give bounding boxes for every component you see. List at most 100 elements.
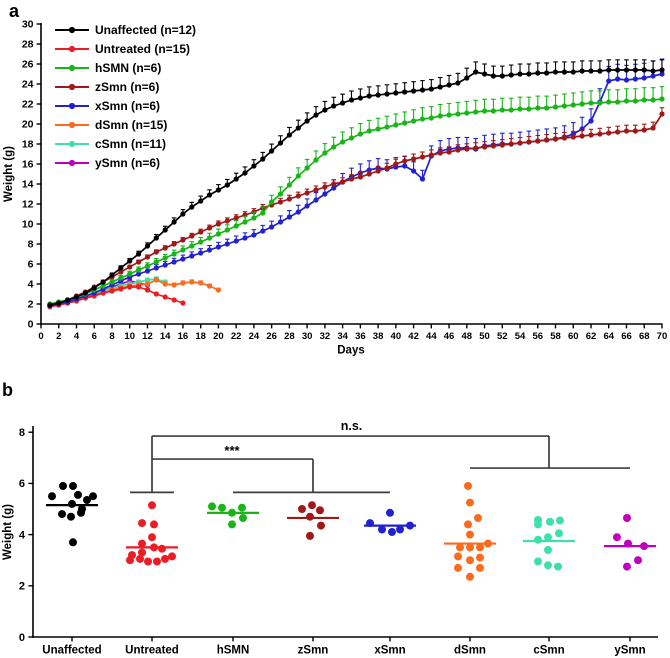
dot-untreated [150,520,158,529]
series-hsmn-marker [375,126,381,132]
series-untreated [47,284,186,309]
dot-csmn [556,516,564,525]
series-zsmn-marker [641,127,647,133]
series-zsmn-marker [295,193,301,199]
series-zsmn-marker [482,144,488,150]
dot-unaffected [67,512,75,521]
dot-hsmn [208,502,216,511]
series-hsmn-marker [473,109,479,115]
series-hsmn-marker [215,231,221,237]
series-zsmn-marker [597,131,603,137]
series-zsmn-marker [632,128,639,134]
series-xsmn-marker [313,197,319,203]
series-hsmn-marker [171,251,177,257]
panel-a-x-tick-label: 60 [568,331,579,342]
series-unaffected-marker [198,198,204,204]
series-zsmn-marker [402,158,408,164]
series-dsmn-marker [189,279,195,285]
series-unaffected-marker [650,68,656,74]
panel-a-y-tick-label: 26 [22,59,34,71]
panel-a-x-axis-title: Days [337,345,365,357]
series-xsmn-marker [144,268,151,274]
series-hsmn-marker [632,98,639,104]
series-zsmn-marker [437,150,443,156]
dot-xsmn [366,519,374,528]
series-hsmn-marker [508,107,514,113]
series-xsmn-marker [136,271,142,277]
series-zsmn-marker [286,196,292,202]
dot-dsmn [454,552,462,561]
series-unaffected-marker [552,69,559,75]
series-hsmn-marker [419,116,426,122]
panel-a-y-tick-label: 16 [22,159,34,171]
panel-a-x-tick-label: 24 [249,331,260,342]
dot-zsmn [317,521,325,530]
series-unaffected-marker [313,112,319,118]
series-xsmn-marker [198,250,204,256]
series-untreated-marker [118,286,124,292]
series-unaffected-marker [233,176,239,182]
panel-a-x-tick-label: 36 [355,331,366,342]
series-unaffected-marker [295,125,301,131]
panel-b-weight-scatter-chart: 0 2 4 6 8 Unaffected Untreated hSMN zSmn xSmn dSmn… [2,419,658,657]
legend-label-csmn: cSmn (n=11) [95,137,166,151]
series-zsmn-marker [490,143,496,149]
panel-a-x-tick-label: 16 [178,331,189,342]
series-unaffected-marker [144,243,151,249]
dot-zsmn [308,501,316,510]
series-xsmn-marker [331,185,337,191]
series-hsmn-marker [517,106,523,112]
series-hsmn-marker [233,223,239,229]
series-zsmn-marker [348,176,355,182]
dot-xsmn [386,508,394,517]
series-xsmn-marker [180,256,186,262]
series-xsmn-marker [650,73,656,79]
series-unaffected-marker [82,290,88,296]
group-xsmn [364,508,416,536]
series-unaffected-marker [561,69,568,75]
series-unaffected-marker [304,118,310,124]
series-unaffected-marker [73,294,80,300]
series-untreated-marker [171,297,177,303]
series-hsmn-marker [437,113,443,119]
series-unaffected-marker [419,87,426,93]
series-hsmn-marker [393,122,399,128]
dot-csmn [534,520,542,529]
panel-a-y-tick-label: 18 [22,139,34,151]
dot-untreated [148,501,156,510]
dot-dsmn [466,572,474,581]
series-unaffected-marker [535,70,541,76]
series-hsmn-marker [277,191,284,197]
panel-a-x-tick-label: 2 [56,331,61,342]
panel-a-x-tick-label: 26 [266,331,277,342]
dot-hsmn [218,503,226,512]
panel-b-x-tick-label-csmn: cSmn [533,645,564,657]
series-hsmn-marker [606,99,612,105]
panel-a-letter: a [9,1,20,21]
series-zsmn-marker [499,142,505,148]
dot-dsmn [464,520,472,529]
series-hsmn-marker [127,271,133,277]
dot-ysmn [624,539,632,548]
series-hsmn-marker [153,259,159,265]
series-zsmn-marker [224,218,230,224]
legend-marker [68,140,76,148]
series-zsmn-marker [606,130,612,136]
panel-a-x-tick-label: 22 [231,331,242,342]
panel-a-y-tick-label: 4 [28,279,34,291]
series-hsmn-marker [650,97,656,103]
series-unaffected-marker [544,70,550,76]
series-unaffected-marker [322,107,328,113]
significance-brackets: *** n.s. [130,419,630,494]
dot-unaffected [58,510,66,519]
series-unaffected-marker [366,93,372,99]
series-unaffected-marker [526,71,532,77]
series-unaffected-marker [499,73,505,79]
series-hsmn-marker [251,215,257,221]
series-unaffected-marker [65,297,71,303]
series-untreated-marker [144,287,151,293]
panel-b-y-axis-title: Weight (g) [2,504,14,560]
series-unaffected-marker [357,95,363,101]
dot-dsmn [466,530,474,539]
dot-dsmn [476,563,484,572]
